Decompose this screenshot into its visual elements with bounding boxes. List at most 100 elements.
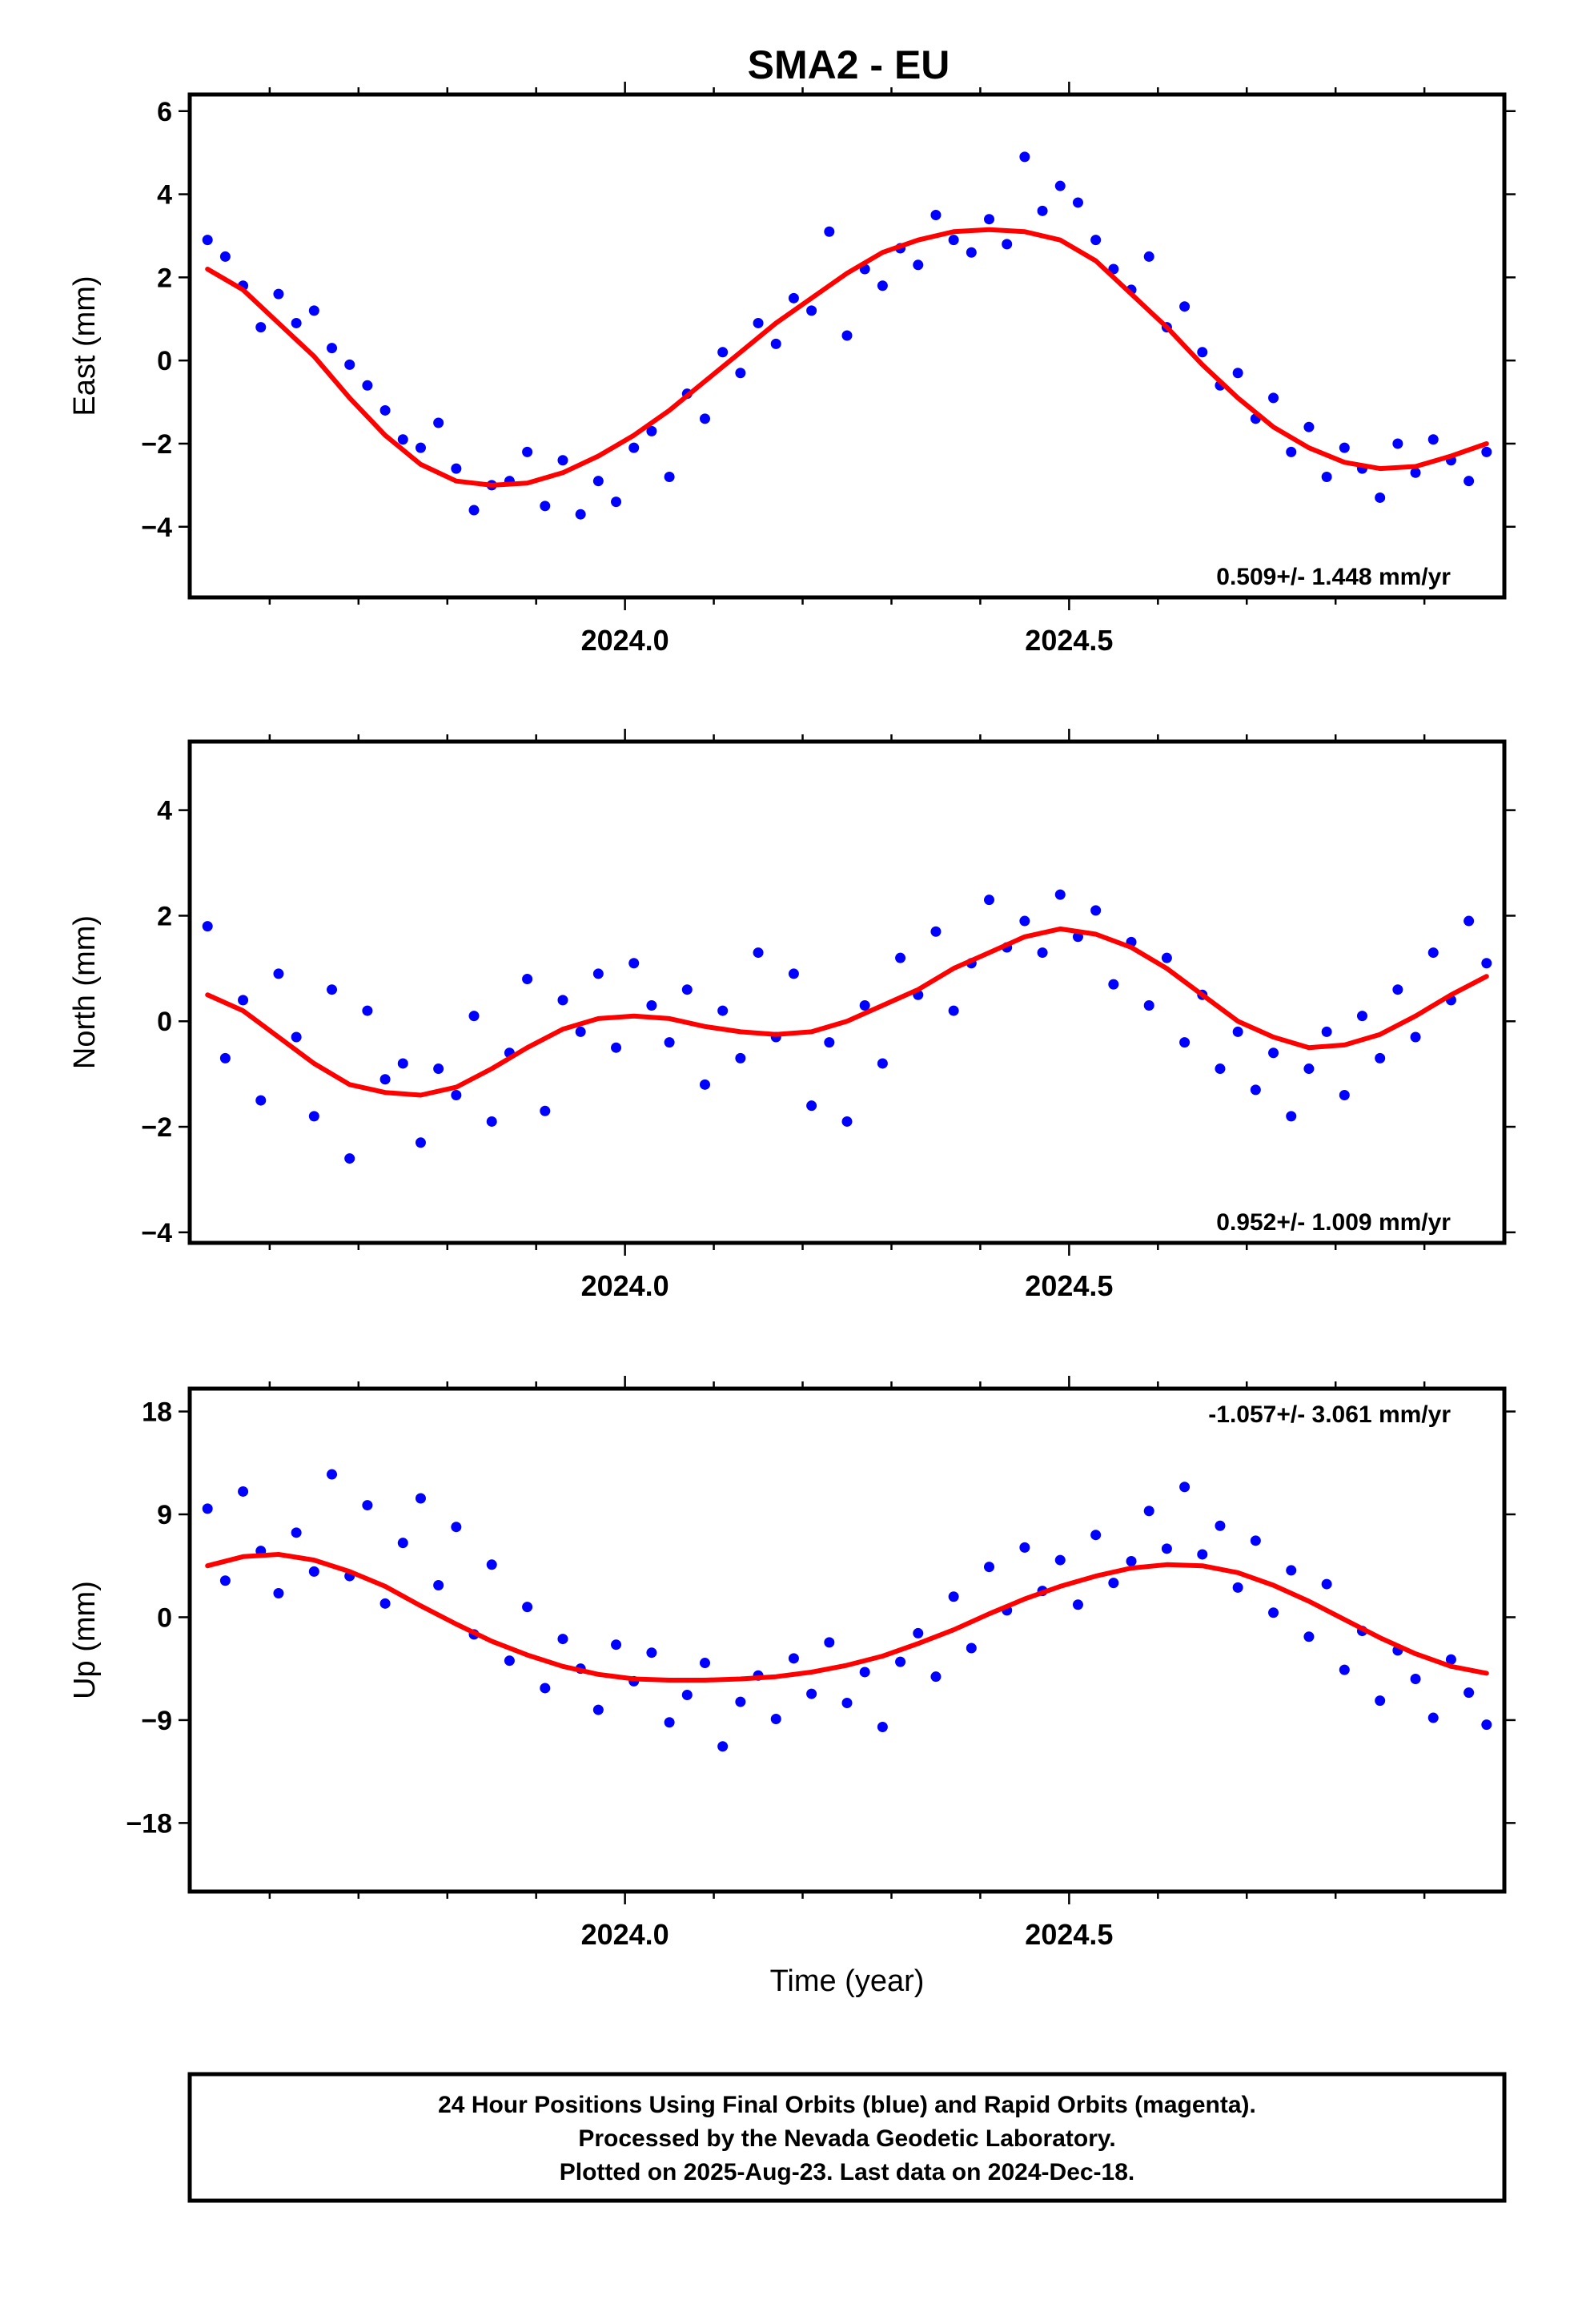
x-tick-label: 2024.5 [1025, 624, 1113, 657]
data-point [1410, 1031, 1421, 1043]
data-point [219, 1052, 231, 1063]
data-point [238, 1486, 249, 1497]
y-tick-label: 2 [157, 263, 172, 293]
data-point [664, 1037, 675, 1048]
data-point [788, 1653, 799, 1664]
panel-frame [187, 1386, 1507, 1894]
data-point [646, 425, 657, 436]
y-axis-title: North (mm) [68, 915, 102, 1069]
data-point [1356, 1011, 1367, 1022]
data-point [735, 368, 746, 379]
data-point [753, 947, 764, 959]
data-point [486, 1559, 497, 1570]
data-point [1019, 151, 1030, 163]
data-point [291, 1031, 302, 1043]
data-point [841, 1698, 853, 1708]
data-point [1427, 1712, 1439, 1723]
data-point [273, 1587, 284, 1598]
data-point [1072, 197, 1083, 208]
data-point [273, 968, 284, 979]
y-tick-label: 18 [142, 1397, 172, 1428]
plot-area [202, 1469, 1492, 1752]
data-point [806, 1688, 817, 1699]
data-point [1143, 1506, 1154, 1517]
data-point [540, 501, 551, 512]
y-tick-label: 0 [157, 1007, 172, 1037]
data-point [1090, 1530, 1102, 1541]
data-point [895, 952, 906, 963]
data-point [1268, 392, 1279, 404]
data-point [930, 1671, 942, 1683]
data-point [948, 1005, 959, 1016]
data-point [557, 1634, 568, 1645]
data-point [717, 347, 729, 358]
data-point [592, 1704, 604, 1715]
data-point [1108, 263, 1119, 275]
data-point [327, 1469, 338, 1480]
data-point [1019, 1542, 1030, 1553]
y-tick-label: −4 [141, 513, 172, 543]
data-point [219, 251, 231, 262]
data-point [1037, 205, 1048, 216]
x-axis-title: Time (year) [770, 1964, 925, 1998]
data-point [824, 1037, 835, 1048]
data-point [824, 226, 835, 237]
data-point [1037, 947, 1048, 959]
footer-line-3: Plotted on 2025-Aug-23. Last data on 202… [560, 2159, 1135, 2185]
data-point [451, 1089, 462, 1100]
data-point [1161, 1543, 1172, 1554]
data-point [646, 999, 657, 1011]
data-point [1375, 1052, 1386, 1063]
data-point [1481, 1719, 1492, 1731]
data-point [308, 1111, 319, 1122]
x-tick-label: 2024.0 [581, 624, 669, 657]
data-point [291, 317, 302, 328]
data-point [308, 1566, 319, 1577]
data-point [930, 210, 942, 221]
data-point [877, 280, 888, 292]
data-point [592, 968, 604, 979]
data-point [540, 1105, 551, 1116]
data-point [1464, 915, 1475, 927]
data-point [681, 1690, 693, 1701]
data-point [1179, 1482, 1191, 1493]
x-tick-label: 2024.0 [581, 1269, 669, 1302]
data-point [522, 1602, 533, 1613]
data-point [540, 1683, 551, 1694]
y-tick-label: −2 [141, 429, 172, 460]
data-point [877, 1058, 888, 1069]
data-point [1321, 1578, 1332, 1590]
data-point [327, 984, 338, 995]
data-point [735, 1052, 746, 1063]
data-point [202, 235, 213, 246]
data-point [1215, 1520, 1226, 1531]
data-point [948, 235, 959, 246]
data-point [788, 292, 799, 304]
y-axis-title: Up (mm) [68, 1581, 102, 1699]
data-point [824, 1637, 835, 1648]
data-point [859, 1667, 870, 1678]
data-point [806, 1100, 817, 1112]
data-point [1427, 947, 1439, 959]
data-point [664, 471, 675, 482]
rate-label: -1.057+/- 3.061 mm/yr [1208, 1401, 1451, 1428]
data-point [1268, 1607, 1279, 1618]
data-point [273, 288, 284, 300]
data-point [877, 1721, 888, 1732]
fit-curve [205, 227, 1489, 488]
data-point [575, 509, 586, 520]
data-point [681, 984, 693, 995]
panel-frame [187, 739, 1507, 1245]
y-tick-label: −18 [126, 1808, 172, 1839]
data-point [1108, 979, 1119, 990]
data-point [379, 404, 391, 416]
data-point [344, 359, 355, 370]
data-point [1410, 1674, 1421, 1685]
data-point [1392, 438, 1403, 449]
data-point [984, 214, 995, 225]
data-point [699, 1658, 710, 1669]
y-tick-label: 2 [157, 901, 172, 931]
data-point [379, 1074, 391, 1085]
data-point [948, 1591, 959, 1602]
data-point [433, 417, 444, 428]
